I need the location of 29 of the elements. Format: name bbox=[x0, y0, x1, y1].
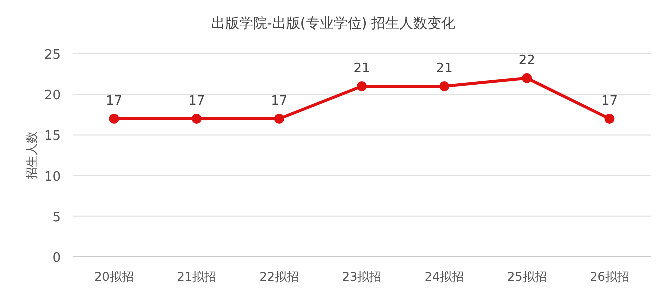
x-tick-label: 24拟招 bbox=[424, 270, 464, 284]
point bbox=[522, 73, 532, 84]
point bbox=[440, 81, 450, 92]
x-tick-label: 25拟招 bbox=[508, 270, 547, 284]
x-tick-label: 21拟招 bbox=[177, 270, 216, 284]
data-label: 17 bbox=[601, 94, 618, 109]
point bbox=[109, 114, 120, 124]
data-label: 17 bbox=[188, 94, 206, 109]
x-tick-label: 23拟招 bbox=[342, 270, 382, 284]
y-tick-label: 10 bbox=[44, 170, 61, 185]
chart-title: 出版学院-出版(专业学位) 招生人数变化 bbox=[211, 16, 456, 32]
y-tick-label: 15 bbox=[44, 129, 61, 144]
data-label: 22 bbox=[518, 53, 536, 68]
y-tick-label: 20 bbox=[44, 88, 61, 104]
y-tick-label: 0 bbox=[52, 251, 61, 266]
y-tick-label: 5 bbox=[52, 210, 61, 226]
data-label: 17 bbox=[271, 94, 288, 109]
data-label: 21 bbox=[354, 61, 370, 76]
point bbox=[357, 81, 367, 92]
data-label: 17 bbox=[106, 94, 123, 109]
y-axis-title: 招生人数 bbox=[25, 132, 39, 180]
y-tick-label: 25 bbox=[44, 48, 61, 63]
x-tick-label: 22拟招 bbox=[260, 270, 300, 284]
x-tick-label: 26拟招 bbox=[590, 270, 630, 284]
point bbox=[604, 114, 615, 124]
x-tick-label: 20拟招 bbox=[94, 270, 134, 284]
data-label: 21 bbox=[436, 61, 453, 76]
point bbox=[192, 114, 202, 124]
point bbox=[274, 114, 284, 124]
